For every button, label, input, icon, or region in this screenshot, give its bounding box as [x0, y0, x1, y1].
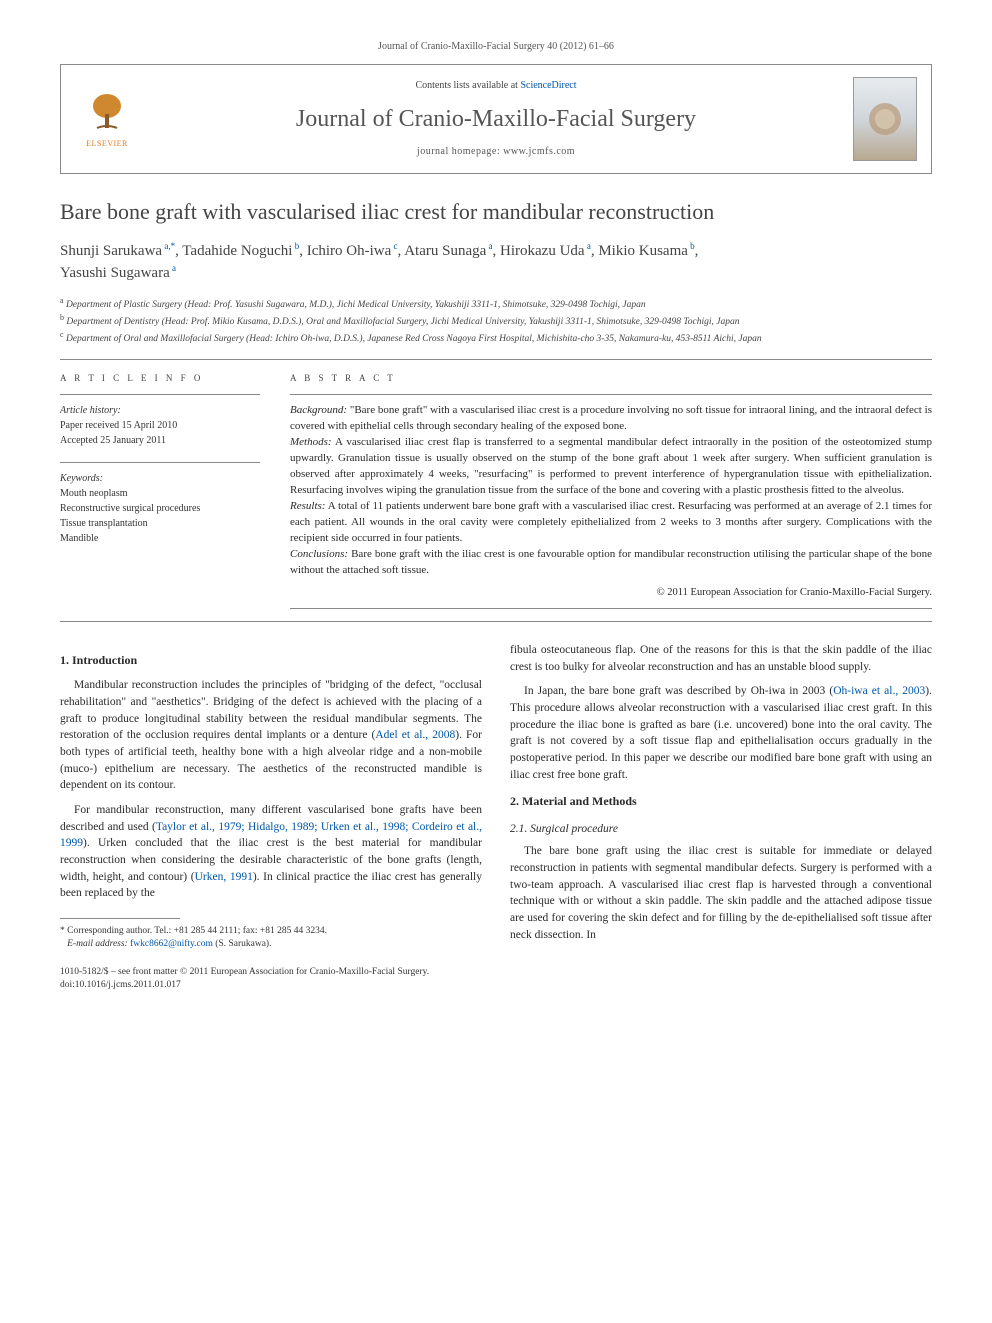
paragraph: Mandibular reconstruction includes the p…: [60, 677, 482, 794]
article-history: Article history: Paper received 15 April…: [60, 403, 260, 448]
abstract-results-label: Results:: [290, 500, 325, 512]
footer-issn-doi: 1010-5182/$ – see front matter © 2011 Eu…: [60, 966, 932, 993]
journal-title: Journal of Cranio-Maxillo-Facial Surgery: [139, 103, 853, 137]
footnote-marker: *: [60, 926, 65, 936]
article-title: Bare bone graft with vascularised iliac …: [60, 198, 932, 226]
right-column: fibula osteocutaneous flap. One of the r…: [510, 642, 932, 952]
body-columns: 1. Introduction Mandibular reconstructio…: [60, 642, 932, 952]
subsection-2-1-heading: 2.1. Surgical procedure: [510, 821, 932, 838]
abstract-methods-label: Methods:: [290, 436, 332, 448]
article-info-heading: A R T I C L E I N F O: [60, 372, 260, 385]
affiliation-b: b Department of Dentistry (Head: Prof. M…: [60, 312, 932, 329]
info-abstract-row: A R T I C L E I N F O Article history: P…: [60, 372, 932, 609]
left-column: 1. Introduction Mandibular reconstructio…: [60, 642, 482, 952]
keyword: Mandible: [60, 531, 260, 546]
section-2-heading: 2. Material and Methods: [510, 793, 932, 810]
citation-link[interactable]: Oh-iwa et al., 2003: [833, 685, 925, 697]
paragraph: For mandibular reconstruction, many diff…: [60, 802, 482, 902]
footnote-name: (S. Sarukawa).: [215, 939, 271, 949]
corresponding-author-footnote: * Corresponding author. Tel.: +81 285 44…: [60, 925, 482, 952]
abstract-conclusions-label: Conclusions:: [290, 548, 348, 560]
homepage-url[interactable]: www.jcmfs.com: [503, 146, 575, 157]
keyword: Reconstructive surgical procedures: [60, 501, 260, 516]
doi-line: doi:10.1016/j.jcms.2011.01.017: [60, 980, 181, 990]
divider: [60, 359, 932, 360]
affiliation-a: a Department of Plastic Surgery (Head: P…: [60, 295, 932, 312]
elsevier-tree-icon: [83, 88, 131, 136]
homepage-prefix: journal homepage:: [417, 146, 503, 157]
contents-prefix: Contents lists available at: [415, 80, 520, 91]
paragraph: In Japan, the bare bone graft was descri…: [510, 683, 932, 783]
abstract-body: Background: "Bare bone graft" with a vas…: [290, 403, 932, 600]
publisher-logo: ELSEVIER: [75, 88, 139, 149]
history-accepted: Accepted 25 January 2011: [60, 433, 260, 448]
keyword: Mouth neoplasm: [60, 486, 260, 501]
publisher-name: ELSEVIER: [86, 138, 128, 149]
journal-header: ELSEVIER Contents lists available at Sci…: [60, 64, 932, 174]
keyword: Tissue transplantation: [60, 516, 260, 531]
citation-link[interactable]: Adel et al., 2008: [375, 729, 455, 741]
abstract-background-text: "Bare bone graft" with a vascularised il…: [290, 404, 932, 432]
footnote-email[interactable]: fwkc8662@nifty.com: [130, 939, 213, 949]
journal-homepage-line: journal homepage: www.jcmfs.com: [139, 145, 853, 159]
authors-list: Shunji Sarukawa a,*, Tadahide Noguchi b,…: [60, 240, 932, 285]
cover-image-icon: [865, 99, 905, 139]
abstract-copyright: © 2011 European Association for Cranio-M…: [290, 585, 932, 600]
abstract-results-text: A total of 11 patients underwent bare bo…: [290, 500, 932, 544]
contents-available-line: Contents lists available at ScienceDirec…: [139, 79, 853, 93]
journal-cover-thumbnail: [853, 77, 917, 161]
journal-reference: Journal of Cranio-Maxillo-Facial Surgery…: [60, 40, 932, 54]
paragraph: The bare bone graft using the iliac cres…: [510, 843, 932, 943]
affiliation-c: c Department of Oral and Maxillofacial S…: [60, 329, 932, 346]
abstract-background-label: Background:: [290, 404, 347, 416]
affiliations: a Department of Plastic Surgery (Head: P…: [60, 295, 932, 347]
section-1-heading: 1. Introduction: [60, 652, 482, 669]
header-center: Contents lists available at ScienceDirec…: [139, 79, 853, 159]
citation-link[interactable]: Urken, 1991: [195, 871, 253, 883]
article-info-column: A R T I C L E I N F O Article history: P…: [60, 372, 260, 609]
footnote-separator: [60, 918, 180, 919]
abstract-heading: A B S T R A C T: [290, 372, 932, 385]
issn-line: 1010-5182/$ – see front matter © 2011 Eu…: [60, 967, 429, 977]
keywords-label: Keywords:: [60, 471, 260, 486]
history-received: Paper received 15 April 2010: [60, 418, 260, 433]
divider: [60, 621, 932, 622]
history-label: Article history:: [60, 403, 260, 418]
footnote-email-label: E-mail address:: [67, 939, 128, 949]
paragraph: fibula osteocutaneous flap. One of the r…: [510, 642, 932, 675]
footnote-line1: Corresponding author. Tel.: +81 285 44 2…: [67, 926, 327, 936]
sciencedirect-link[interactable]: ScienceDirect: [520, 80, 576, 91]
abstract-column: A B S T R A C T Background: "Bare bone g…: [290, 372, 932, 609]
keywords-block: Keywords: Mouth neoplasm Reconstructive …: [60, 471, 260, 546]
abstract-conclusions-text: Bare bone graft with the iliac crest is …: [290, 548, 932, 576]
abstract-methods-text: A vascularised iliac crest flap is trans…: [290, 436, 932, 496]
